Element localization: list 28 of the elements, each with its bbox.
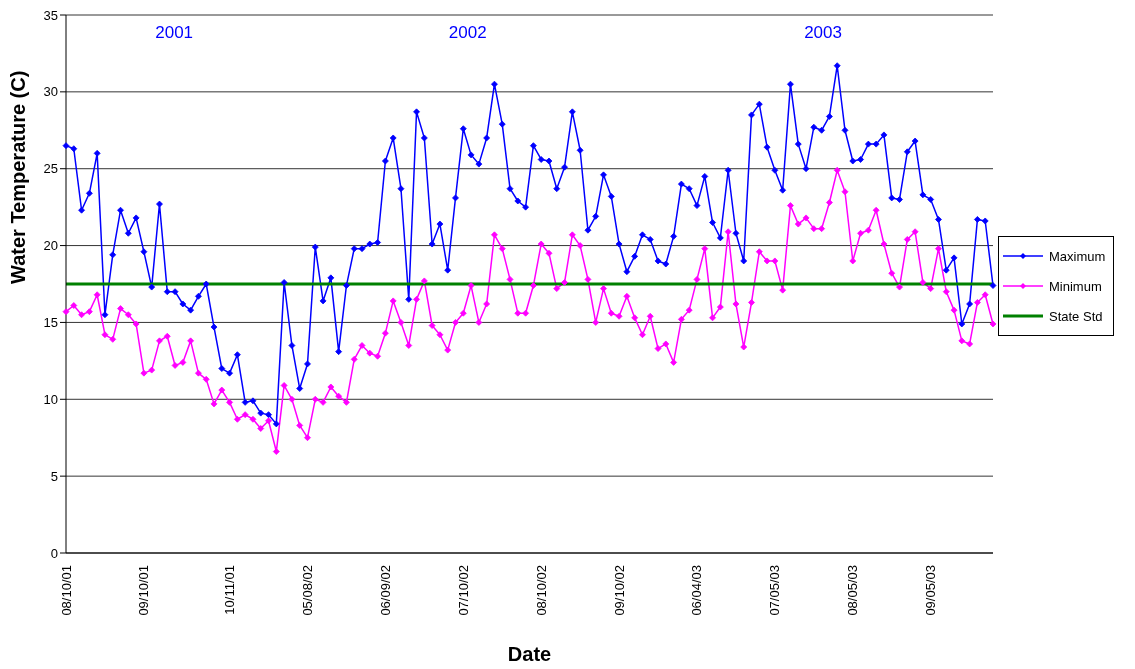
y-tick-label: 35 — [43, 7, 58, 23]
y-tick-label: 30 — [43, 84, 58, 100]
x-axis-title: Date — [507, 643, 552, 665]
legend-label: State Std — [1049, 308, 1103, 324]
x-tick-label: 09/05/03 — [923, 565, 939, 616]
x-tick-label: 08/10/02 — [533, 565, 549, 616]
legend-label: Maximum — [1049, 248, 1106, 264]
y-tick-label: 15 — [43, 315, 58, 331]
x-tick-label: 06/09/02 — [377, 565, 393, 616]
y-axis-title: Water Temperature (C) — [7, 70, 30, 284]
y-tick-label: 5 — [50, 468, 58, 484]
x-tick-label: 10/11/01 — [222, 565, 238, 615]
y-tick-label: 20 — [43, 238, 58, 254]
x-tick-label: 08/10/01 — [58, 565, 74, 616]
annotation: 2003 — [803, 23, 843, 43]
legend-label: Minimum — [1049, 278, 1102, 294]
y-tick-label: 10 — [43, 391, 58, 407]
x-tick-label: 06/04/03 — [689, 565, 705, 616]
x-tick-label: 09/10/01 — [136, 565, 152, 616]
y-tick-label: 0 — [50, 545, 58, 561]
y-tick-label: 25 — [43, 161, 58, 177]
x-tick-label: 08/05/03 — [845, 565, 861, 616]
x-tick-label: 05/08/02 — [299, 565, 315, 616]
x-tick-label: 07/05/03 — [767, 565, 783, 616]
x-tick-label: 07/10/02 — [455, 565, 471, 616]
annotation: 2002 — [447, 23, 488, 43]
x-tick-label: 09/10/02 — [611, 565, 627, 616]
annotation: 2001 — [154, 23, 195, 43]
